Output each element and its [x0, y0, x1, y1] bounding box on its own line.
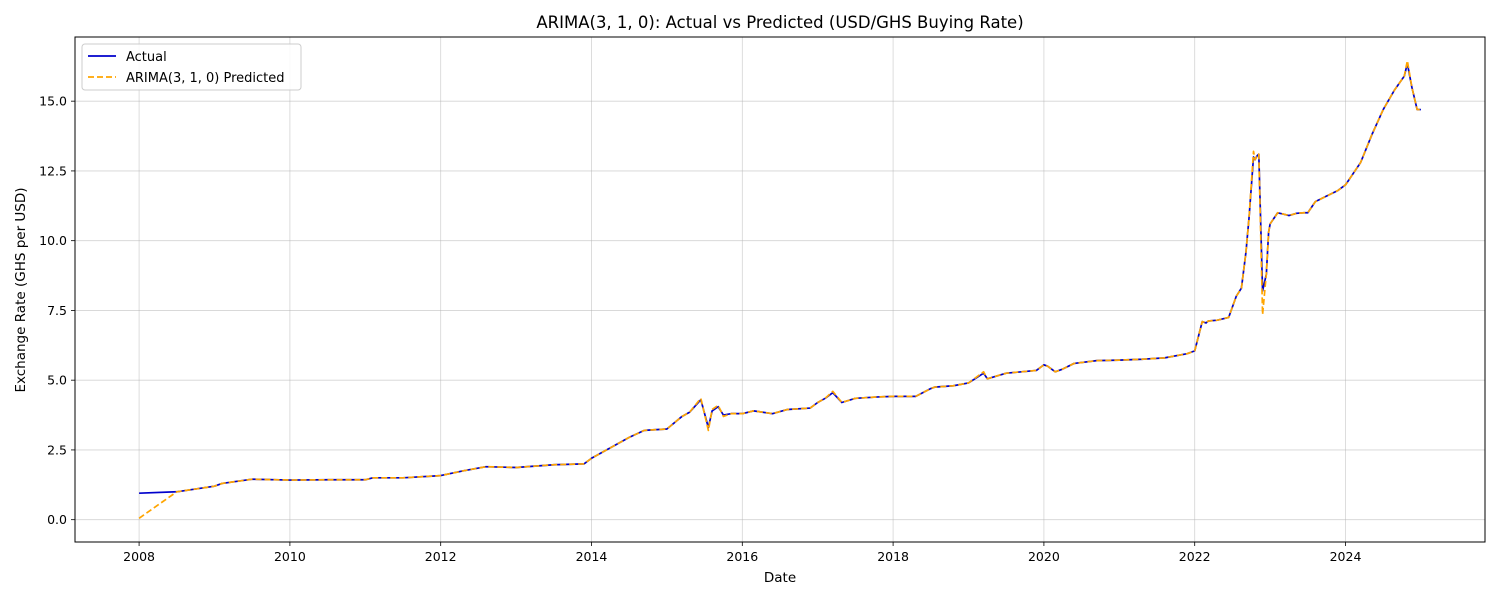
legend-label-predicted: ARIMA(3, 1, 0) Predicted: [126, 71, 285, 86]
x-tick-label: 2014: [576, 549, 608, 564]
series-line-actual: [139, 62, 1421, 495]
y-tick-label: 5.0: [47, 373, 67, 388]
x-axis-label: Date: [764, 570, 796, 586]
ticks: 2008 2010 2012 2014 2016 2018 2020 2022 2024 0.0 2…: [39, 94, 1361, 564]
y-axis-label: Exchange Rate (GHS per USD): [13, 187, 29, 392]
chart-title: ARIMA(3, 1, 0): Actual vs Predicted (USD…: [536, 13, 1023, 32]
x-tick-label: 2008: [123, 549, 155, 564]
y-tick-label: 15.0: [39, 94, 67, 109]
grid: [75, 37, 1485, 542]
x-tick-label: 2020: [1028, 549, 1060, 564]
x-tick-label: 2016: [726, 549, 758, 564]
legend: Actual ARIMA(3, 1, 0) Predicted: [81, 43, 302, 91]
legend-label-actual: Actual: [126, 50, 167, 65]
x-tick-label: 2024: [1330, 549, 1362, 564]
y-tick-label: 0.0: [47, 512, 67, 527]
x-tick-label: 2012: [425, 549, 457, 564]
x-tick-label: 2022: [1179, 549, 1211, 564]
x-tick-label: 2018: [877, 549, 909, 564]
y-tick-label: 10.0: [39, 233, 67, 248]
legend-box: [81, 43, 302, 91]
y-tick-label: 12.5: [39, 163, 67, 178]
axes-frame: [74, 36, 1486, 543]
x-tick-label: 2010: [274, 549, 306, 564]
y-tick-label: 2.5: [47, 442, 67, 457]
plot-area: [138, 59, 1421, 519]
y-tick-label: 7.5: [47, 303, 67, 318]
